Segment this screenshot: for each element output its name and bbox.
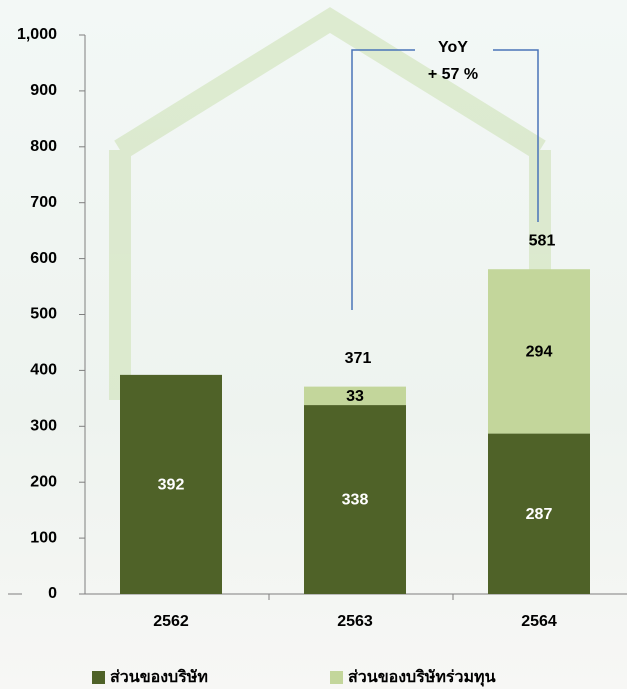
annotation-text: + 57 % (428, 66, 478, 83)
y-tick-label: 800 (30, 138, 57, 155)
y-tick-label: 200 (30, 473, 57, 490)
bar-segment (488, 269, 590, 434)
y-tick-label: 900 (30, 82, 57, 99)
legend-label: ส่วนของบริษัท (110, 668, 208, 686)
value-label: 294 (526, 344, 553, 361)
annotation-title: YoY (438, 39, 468, 56)
y-tick-label: 400 (30, 362, 57, 379)
y-tick-label: 1,000 (17, 26, 57, 43)
legend-swatch (330, 671, 343, 684)
total-label: 581 (529, 232, 556, 249)
value-label: 338 (342, 492, 369, 509)
legend-label: ส่วนของบริษัทร่วมทุน (348, 668, 496, 687)
bar-segment (304, 386, 406, 406)
y-tick-label: 500 (30, 306, 57, 323)
value-label: 33 (346, 388, 364, 405)
total-label: 371 (345, 350, 372, 367)
y-tick-label: 600 (30, 250, 57, 267)
x-tick-label: 2563 (337, 613, 373, 630)
y-tick-label: 100 (30, 529, 57, 546)
x-tick-label: 2564 (521, 613, 557, 630)
x-tick-label: 2562 (153, 613, 189, 630)
value-label: 287 (526, 506, 553, 523)
bar-segment (304, 405, 406, 594)
y-tick-label: 300 (30, 418, 57, 435)
bar-segment (488, 433, 590, 594)
value-label: 392 (158, 477, 185, 494)
y-tick-label: 700 (30, 194, 57, 211)
bar-segment (120, 374, 222, 594)
legend-swatch (92, 671, 105, 684)
yoy-bracket (351, 49, 539, 310)
y-tick-label: 0 (48, 585, 57, 602)
